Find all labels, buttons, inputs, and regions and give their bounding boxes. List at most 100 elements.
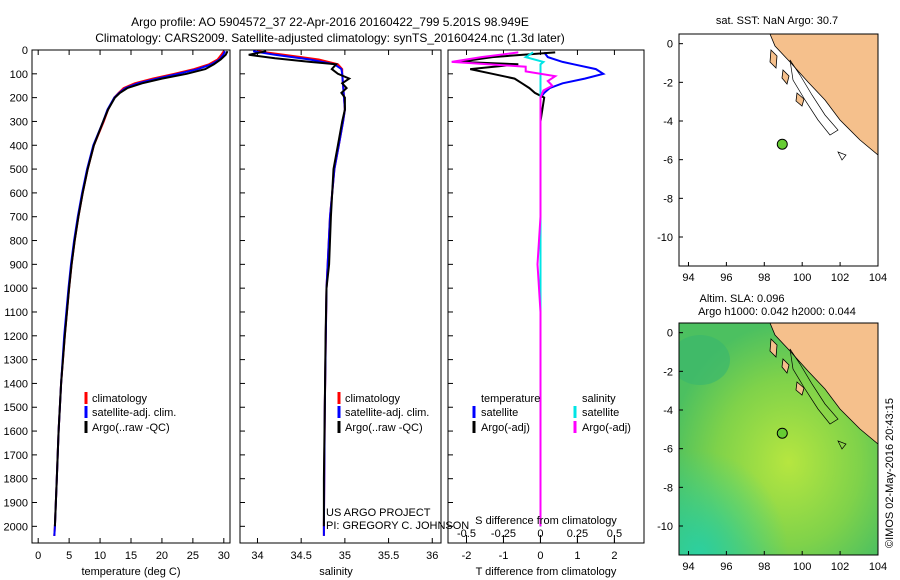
map-x-tick-label: 100 xyxy=(793,561,811,573)
bathymetry-contour xyxy=(789,348,839,425)
map-y-tick-label: -2 xyxy=(663,77,673,89)
y-tick-label: 800 xyxy=(10,236,28,248)
t-difference-xlabel: T difference from climatology xyxy=(476,566,617,578)
map-x-tick-label: 100 xyxy=(793,272,811,284)
salinity-profiles xyxy=(248,50,352,536)
pi-label: PI: GREGORY C. JOHNSON xyxy=(326,520,469,532)
island-shape xyxy=(795,381,805,396)
y-tick-label: 1800 xyxy=(4,474,28,486)
map-x-tick-label: 94 xyxy=(682,272,694,284)
temperature-profiles xyxy=(53,50,229,536)
sst-map-axes: 94 96 98 100 102 104 0 -2 -4 -6 -8 -10 xyxy=(657,39,887,284)
series-line xyxy=(539,51,606,527)
y-tick-label: 400 xyxy=(10,140,28,152)
map-x-tick-label: 94 xyxy=(682,561,694,573)
y-tick-label: 2000 xyxy=(4,521,28,533)
x-tick-label: 36 xyxy=(426,550,438,562)
difference-profiles xyxy=(451,51,606,527)
x-tick-label: -2 xyxy=(462,550,472,562)
series-line xyxy=(248,50,352,527)
y-tick-label: 600 xyxy=(10,188,28,200)
x-tick-label: 35.5 xyxy=(378,550,399,562)
temperature-legend: climatology satellite-adj. clim. Argo(..… xyxy=(84,392,176,434)
legend-climatology: climatology xyxy=(345,393,401,405)
y-tick-label: 200 xyxy=(10,93,28,105)
y-tick-label: 500 xyxy=(10,164,28,176)
x-tick-label: 30 xyxy=(218,550,230,562)
map-x-tick-label: 102 xyxy=(831,272,849,284)
y-tick-label: 700 xyxy=(10,212,28,224)
y-tick-label: 0 xyxy=(22,45,28,57)
timestamp: ©IMOS 02-May-2016 20:43:15 xyxy=(884,398,896,548)
sla-map-title-2: Argo h1000: 0.042 h2000: 0.044 xyxy=(698,306,856,318)
series-line xyxy=(53,50,226,536)
map-x-tick-label: 104 xyxy=(869,272,887,284)
title-line-1: Argo profile: AO 5904572_37 22-Apr-2016 … xyxy=(131,15,529,29)
x-tick-label: 0 xyxy=(35,550,41,562)
map-y-tick-label: -10 xyxy=(657,521,673,533)
temperature-panel: 0100200300400500600700800900100011001200… xyxy=(4,45,231,578)
legend-argo: Argo(..raw -QC) xyxy=(345,422,423,434)
x-tick-label: 0 xyxy=(537,550,543,562)
difference-frame xyxy=(447,49,645,544)
map-x-tick-label: 96 xyxy=(720,561,732,573)
map-y-tick-label: -8 xyxy=(663,193,673,205)
y-tick-label: 1300 xyxy=(4,355,28,367)
s-axis-tick-label: 0 xyxy=(537,528,543,540)
salinity-legend: climatology satellite-adj. clim. Argo(..… xyxy=(337,392,429,434)
island-shape xyxy=(781,358,790,374)
y-tick-label: 900 xyxy=(10,259,28,271)
map-y-tick-label: -4 xyxy=(663,405,673,417)
temperature-xlabel: temperature (deg C) xyxy=(81,566,180,578)
series-line xyxy=(53,50,229,527)
legend-argo: Argo(..raw -QC) xyxy=(92,422,170,434)
salinity-xlabel: salinity xyxy=(319,566,353,578)
series-line xyxy=(53,50,225,536)
map-x-tick-label: 98 xyxy=(758,561,770,573)
series-line xyxy=(252,50,346,536)
s-difference-axis: -0.5 -0.25 0 0.25 0.5 xyxy=(448,49,622,543)
difference-panel: -2 -1 0 1 2 -0.5 -0.25 0 0.25 0.5 S difference f… xyxy=(447,49,645,578)
y-tick-label: 1500 xyxy=(4,402,28,414)
x-tick-label: 35 xyxy=(339,550,351,562)
legend-s-satellite: satellite xyxy=(582,407,619,419)
depth-axis: 0 100 200 300 400 500 600 700 800 900 1000 1100 1200… xyxy=(4,45,37,533)
sumatra-land-shape xyxy=(769,323,878,445)
x-tick-label: 1 xyxy=(574,550,580,562)
x-tick-label: 20 xyxy=(156,550,168,562)
map-y-tick-label: -4 xyxy=(663,116,673,128)
x-tick-label: 15 xyxy=(125,550,137,562)
y-tick-label: 1100 xyxy=(4,307,28,319)
x-tick-label: 5 xyxy=(66,550,72,562)
legend-climatology: climatology xyxy=(92,393,148,405)
map-y-tick-label: -10 xyxy=(657,232,673,244)
map-y-tick-label: -6 xyxy=(663,155,673,167)
sla-map-panel: Altim. SLA: 0.096 Argo h1000: 0.042 h200… xyxy=(657,293,887,573)
difference-legend: temperature salinity satellite Argo(-adj… xyxy=(472,393,631,434)
map-x-tick-label: 102 xyxy=(831,561,849,573)
bathymetry-contour xyxy=(837,151,847,161)
y-tick-label: 300 xyxy=(10,116,28,128)
map-y-tick-label: -2 xyxy=(663,366,673,378)
salinity-frame xyxy=(239,49,442,544)
temperature-x-axis: 0 5 10 15 20 25 30 xyxy=(35,50,230,562)
legend-salinity-header: salinity xyxy=(582,393,616,405)
s-axis-tick-label: 0.25 xyxy=(567,528,588,540)
x-tick-label: 2 xyxy=(611,550,617,562)
y-tick-label: 1700 xyxy=(4,450,28,462)
legend-satellite: satellite-adj. clim. xyxy=(345,407,429,419)
y-tick-label: 1600 xyxy=(4,426,28,438)
island-shape xyxy=(769,338,778,358)
map-x-tick-label: 98 xyxy=(758,272,770,284)
x-tick-label: 10 xyxy=(94,550,106,562)
title-line-2: Climatology: CARS2009. Satellite-adjuste… xyxy=(95,31,565,45)
series-line xyxy=(257,50,346,536)
legend-s-argo: Argo(-adj) xyxy=(582,422,631,434)
map-x-tick-label: 104 xyxy=(869,561,887,573)
x-tick-label: 34.5 xyxy=(290,550,311,562)
x-tick-label: -1 xyxy=(499,550,509,562)
salinity-panel: 34 34.5 35 35.5 36 salinity climatology sate… xyxy=(239,49,469,578)
sla-map-axes: 94 96 98 100 102 104 0 -2 -4 -6 -8 -10 xyxy=(657,328,887,573)
sst-map-panel: sat. SST: NaN Argo: 30.7 94 96 98 100 102 104… xyxy=(657,15,887,284)
